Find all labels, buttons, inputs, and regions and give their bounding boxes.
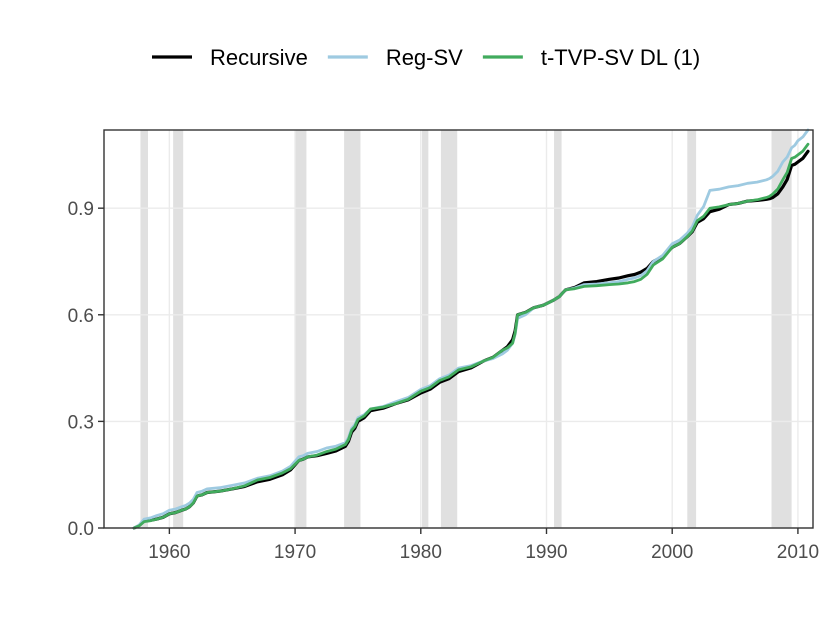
shaded-period-5 xyxy=(440,130,458,528)
y-tick-label: 0.3 xyxy=(68,412,94,433)
x-tick-label: 2010 xyxy=(777,542,819,563)
x-tick-label: 2000 xyxy=(651,542,693,563)
legend-label: Reg-SV xyxy=(386,45,463,70)
x-tick-label: 1960 xyxy=(148,542,190,563)
series-line-reg-sv xyxy=(132,128,810,530)
axes: 0.0 0.3 0.6 0.9 1960 1970 1980 1990 2000 2010 xyxy=(68,129,819,563)
legend: Recursive Reg-SV t-TVP-SV DL (1) xyxy=(152,45,700,70)
shaded-period-7 xyxy=(687,130,697,528)
shaded-period-6 xyxy=(554,130,562,528)
recession-shading xyxy=(140,130,792,528)
legend-item: Recursive xyxy=(152,45,308,70)
plot-panel-border xyxy=(103,129,814,529)
series-line-t-tvp-sv-dl-1 xyxy=(132,142,810,530)
y-tick-label: 0.9 xyxy=(68,199,94,220)
y-tick-label: 0.6 xyxy=(68,306,94,327)
legend-item: t-TVP-SV DL (1) xyxy=(482,45,700,70)
shaded-period-2 xyxy=(295,130,307,528)
x-tick-label: 1990 xyxy=(525,542,567,563)
shaded-period-4 xyxy=(422,130,429,528)
legend-item: Reg-SV xyxy=(327,45,463,70)
y-tick-label: 0.0 xyxy=(68,519,94,540)
x-tick-label: 1970 xyxy=(274,542,316,563)
series-lines xyxy=(132,128,810,530)
shaded-period-1 xyxy=(173,130,184,528)
grid-lines xyxy=(104,130,813,529)
legend-label: Recursive xyxy=(210,45,308,70)
shaded-period-3 xyxy=(344,130,361,528)
legend-label: t-TVP-SV DL (1) xyxy=(541,45,700,70)
shaded-period-0 xyxy=(140,130,148,528)
x-tick-label: 1980 xyxy=(400,542,442,563)
shaded-period-8 xyxy=(771,130,792,528)
